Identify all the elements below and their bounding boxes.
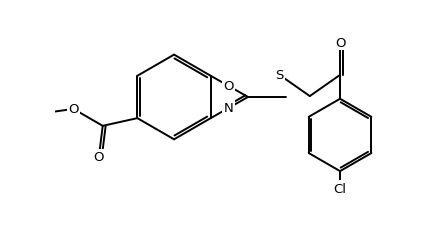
- Text: Cl: Cl: [334, 182, 347, 195]
- Text: S: S: [275, 69, 284, 82]
- Text: O: O: [224, 80, 234, 93]
- Text: O: O: [94, 151, 104, 163]
- Text: N: N: [224, 102, 233, 115]
- Text: O: O: [68, 103, 79, 116]
- Text: O: O: [335, 37, 345, 50]
